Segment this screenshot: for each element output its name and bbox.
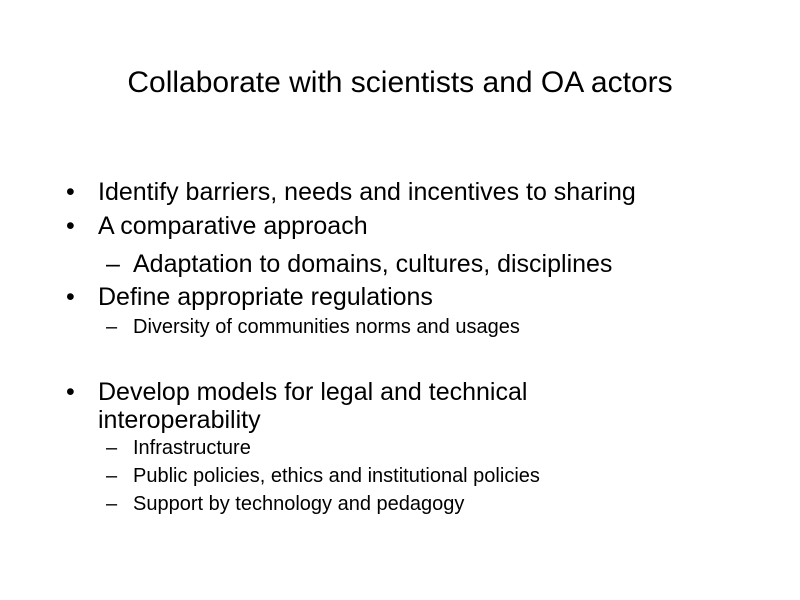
dash-marker: – xyxy=(106,437,118,459)
sub-bullet-text: Infrastructure xyxy=(133,437,251,459)
bullet-marker: • xyxy=(66,178,75,206)
bullet-item: • Develop models for legal and technical… xyxy=(66,378,706,434)
dash-marker: – xyxy=(106,465,118,487)
bullet-marker: • xyxy=(66,212,75,240)
sub-bullet-text: Support by technology and pedagogy xyxy=(133,493,465,515)
sub-bullet-text: Public policies, ethics and institutiona… xyxy=(133,465,540,487)
bullet-text: Develop models for legal and technical i… xyxy=(98,378,528,434)
bullet-text: A comparative approach xyxy=(98,212,368,240)
dash-marker: – xyxy=(106,250,120,278)
dash-marker: – xyxy=(106,316,118,338)
bullet-marker: • xyxy=(66,283,75,311)
sub-bullet-text: Adaptation to domains, cultures, discipl… xyxy=(133,250,613,278)
sub-bullet-text: Diversity of communities norms and usage… xyxy=(133,316,520,338)
dash-marker: – xyxy=(106,493,118,515)
bullet-text: Identify barriers, needs and incentives … xyxy=(98,178,636,206)
bullet-marker: • xyxy=(66,378,75,406)
slide-title: Collaborate with scientists and OA actor… xyxy=(127,66,673,99)
bullet-text: Define appropriate regulations xyxy=(98,283,433,311)
